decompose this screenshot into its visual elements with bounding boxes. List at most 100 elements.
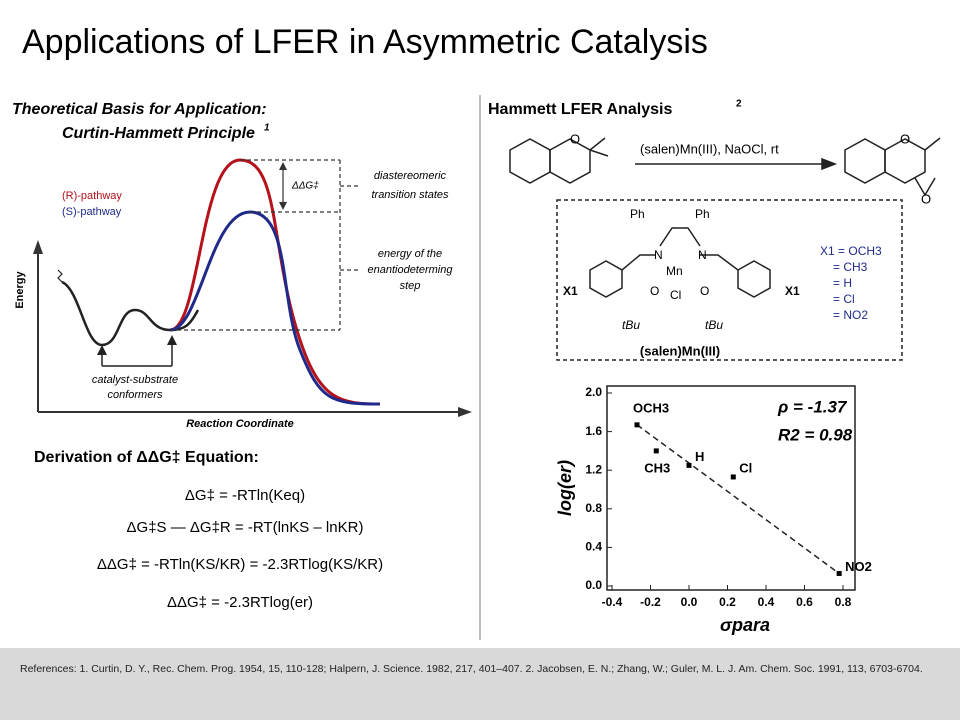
- annotation: R2 = 0.98: [778, 425, 853, 444]
- atom: tBu: [622, 318, 640, 332]
- substituent: = NO2: [833, 308, 868, 322]
- ring: [884, 138, 926, 184]
- y-tick-label: 0.8: [585, 501, 602, 515]
- point: [730, 474, 736, 480]
- legend-entry: (R)-pathway: [62, 190, 122, 202]
- x-axis-label: Reaction Coordinate: [186, 418, 294, 430]
- equation: ΔΔG‡ = -2.3RTlog(er): [167, 594, 313, 611]
- annotation: transition states: [371, 189, 449, 201]
- x-axis-label: σpara: [720, 615, 770, 635]
- left-heading: Theoretical Basis for Application:: [12, 101, 267, 118]
- atom: N: [698, 248, 707, 262]
- trendline: [636, 424, 840, 575]
- atom: X1: [785, 284, 800, 298]
- atom: Ph: [695, 207, 710, 221]
- ring: [737, 260, 771, 298]
- arrowhead: [458, 407, 472, 417]
- ref-mark: 1: [264, 123, 270, 134]
- ddg-label: ΔΔG‡: [291, 181, 319, 192]
- x-tick-label: -0.2: [640, 595, 661, 609]
- point: [686, 462, 692, 468]
- x-tick-label: 0.4: [758, 595, 775, 609]
- y-tick-label: 1.2: [585, 462, 602, 476]
- arrowhead: [167, 335, 177, 345]
- x-tick-label: 0.0: [681, 595, 698, 609]
- equation: ΔG‡S — ΔG‡R = -RT(lnKS – lnKR): [127, 519, 364, 536]
- energy-diagram: [33, 158, 472, 417]
- arrowhead: [97, 345, 107, 355]
- x-tick-label: 0.2: [719, 595, 736, 609]
- y-tick-label: 1.6: [585, 424, 602, 438]
- equation: ΔG‡ = -RTln(Keq): [185, 487, 305, 504]
- bond: [924, 137, 941, 151]
- left-subheading: Curtin-Hammett Principle: [62, 125, 255, 142]
- catalyst-name: (salen)Mn(III): [640, 343, 720, 358]
- bond: [589, 149, 609, 157]
- point: [653, 448, 659, 454]
- y-tick-label: 0.4: [585, 540, 602, 554]
- substituent: = Cl: [833, 292, 855, 306]
- legend-entry: (S)-pathway: [62, 206, 122, 218]
- substituent: = CH3: [833, 260, 868, 274]
- arrowhead: [279, 162, 287, 170]
- point-label: CH3: [644, 460, 670, 475]
- reagents: (salen)Mn(III), NaOCl, rt: [640, 141, 779, 156]
- arrowhead: [33, 240, 43, 254]
- slide-title: Applications of LFER in Asymmetric Catal…: [22, 23, 708, 61]
- derivation-heading: Derivation of ΔΔG‡ Equation:: [34, 449, 259, 466]
- y-axis-label: Energy: [14, 270, 26, 308]
- y-tick-label: 2.0: [585, 385, 602, 399]
- atom: O: [700, 284, 709, 298]
- point-label: Cl: [739, 460, 752, 475]
- plot-frame: [606, 385, 856, 591]
- x-tick-label: 0.8: [835, 595, 852, 609]
- conformer-curve: [61, 280, 200, 347]
- atom: O: [570, 131, 580, 146]
- point-label: NO2: [845, 559, 872, 574]
- annotation: energy of the: [378, 248, 442, 260]
- bond: [924, 177, 936, 196]
- annotation: ρ = -1.37: [777, 397, 848, 416]
- reaction-scheme: [509, 137, 941, 361]
- r-pathway-curve: [169, 158, 381, 406]
- arrowhead: [821, 157, 838, 171]
- annotation: enantiodeterming: [367, 264, 453, 276]
- bond: [589, 137, 606, 151]
- annotation: catalyst-substrate: [92, 374, 178, 386]
- references-bar: [0, 648, 960, 720]
- point: [634, 422, 640, 428]
- atom: O: [650, 284, 659, 298]
- right-heading: Hammett LFER Analysis: [488, 101, 672, 118]
- atom: O: [900, 131, 910, 146]
- ring: [589, 260, 623, 298]
- point: [836, 570, 842, 576]
- point-label: H: [695, 449, 704, 464]
- y-axis-label: log(er): [555, 460, 575, 516]
- references-box: References: 1. Curtin, D. Y., Rec. Chem.…: [20, 663, 923, 675]
- ring: [549, 138, 591, 184]
- atom: O: [921, 191, 931, 206]
- annotation: diastereomeric: [374, 170, 447, 182]
- arrowhead: [279, 202, 287, 210]
- atom: tBu: [705, 318, 723, 332]
- s-pathway-curve: [169, 210, 381, 406]
- atom: X1: [563, 284, 578, 298]
- substituent: = H: [833, 276, 852, 290]
- point-label: OCH3: [633, 400, 669, 415]
- atom: Ph: [630, 207, 645, 221]
- references: References: 1. Curtin, D. Y., Rec. Chem.…: [20, 663, 923, 675]
- y-tick-label: 0.0: [585, 578, 602, 592]
- x-tick-label: 0.6: [796, 595, 813, 609]
- atom: N: [654, 248, 663, 262]
- bond: [914, 177, 926, 196]
- annotation: step: [400, 280, 421, 292]
- x-tick-label: -0.4: [602, 595, 623, 609]
- substituent: X1 = OCH3: [820, 244, 882, 258]
- equation: ΔΔG‡ = -RTln(KS/KR) = -2.3RTlog(KS/KR): [97, 556, 383, 573]
- bonds: [621, 227, 739, 271]
- atom: Mn: [666, 264, 683, 278]
- ref-mark: 2: [736, 99, 742, 110]
- annotation: conformers: [107, 389, 163, 401]
- squiggle: [57, 269, 63, 283]
